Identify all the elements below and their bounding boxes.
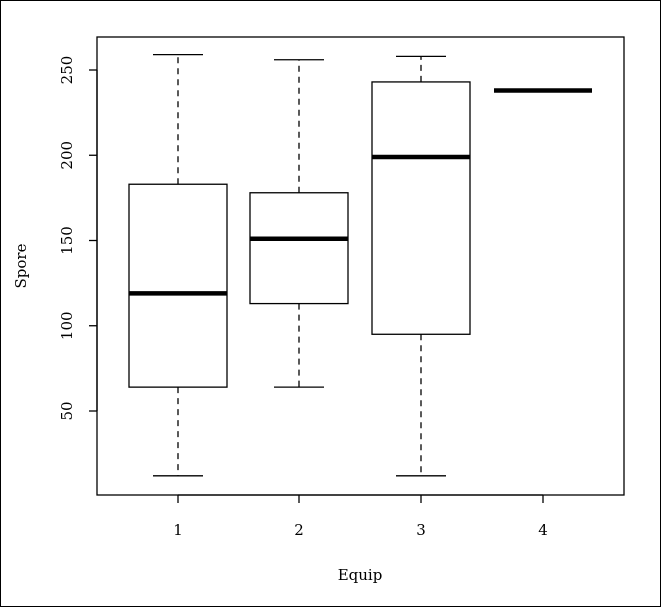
box-equip-1 (128, 54, 228, 477)
x-tick-label-3: 3 (416, 521, 426, 539)
boxes-group (128, 54, 592, 477)
y-tick-label-150: 150 (58, 226, 76, 255)
iqr-box-3 (371, 81, 471, 335)
x-tick-label-1: 1 (173, 521, 183, 539)
iqr-box-1 (128, 183, 228, 388)
x-tick-label-4: 4 (538, 521, 548, 539)
y-axis: 50 100 150 200 250 (58, 56, 98, 421)
y-tick-label-250: 250 (58, 56, 76, 85)
box-equip-2 (249, 59, 349, 388)
x-tick-label-2: 2 (294, 521, 304, 539)
iqr-box-2 (249, 192, 349, 305)
x-axis-label: Equip (338, 566, 383, 584)
y-tick-label-200: 200 (58, 141, 76, 170)
y-tick-label-100: 100 (58, 311, 76, 340)
x-axis: 1 2 3 4 (173, 494, 548, 539)
y-axis-label: Spore (12, 243, 30, 288)
y-tick-label-50: 50 (58, 401, 76, 420)
box-equip-3 (371, 55, 471, 477)
